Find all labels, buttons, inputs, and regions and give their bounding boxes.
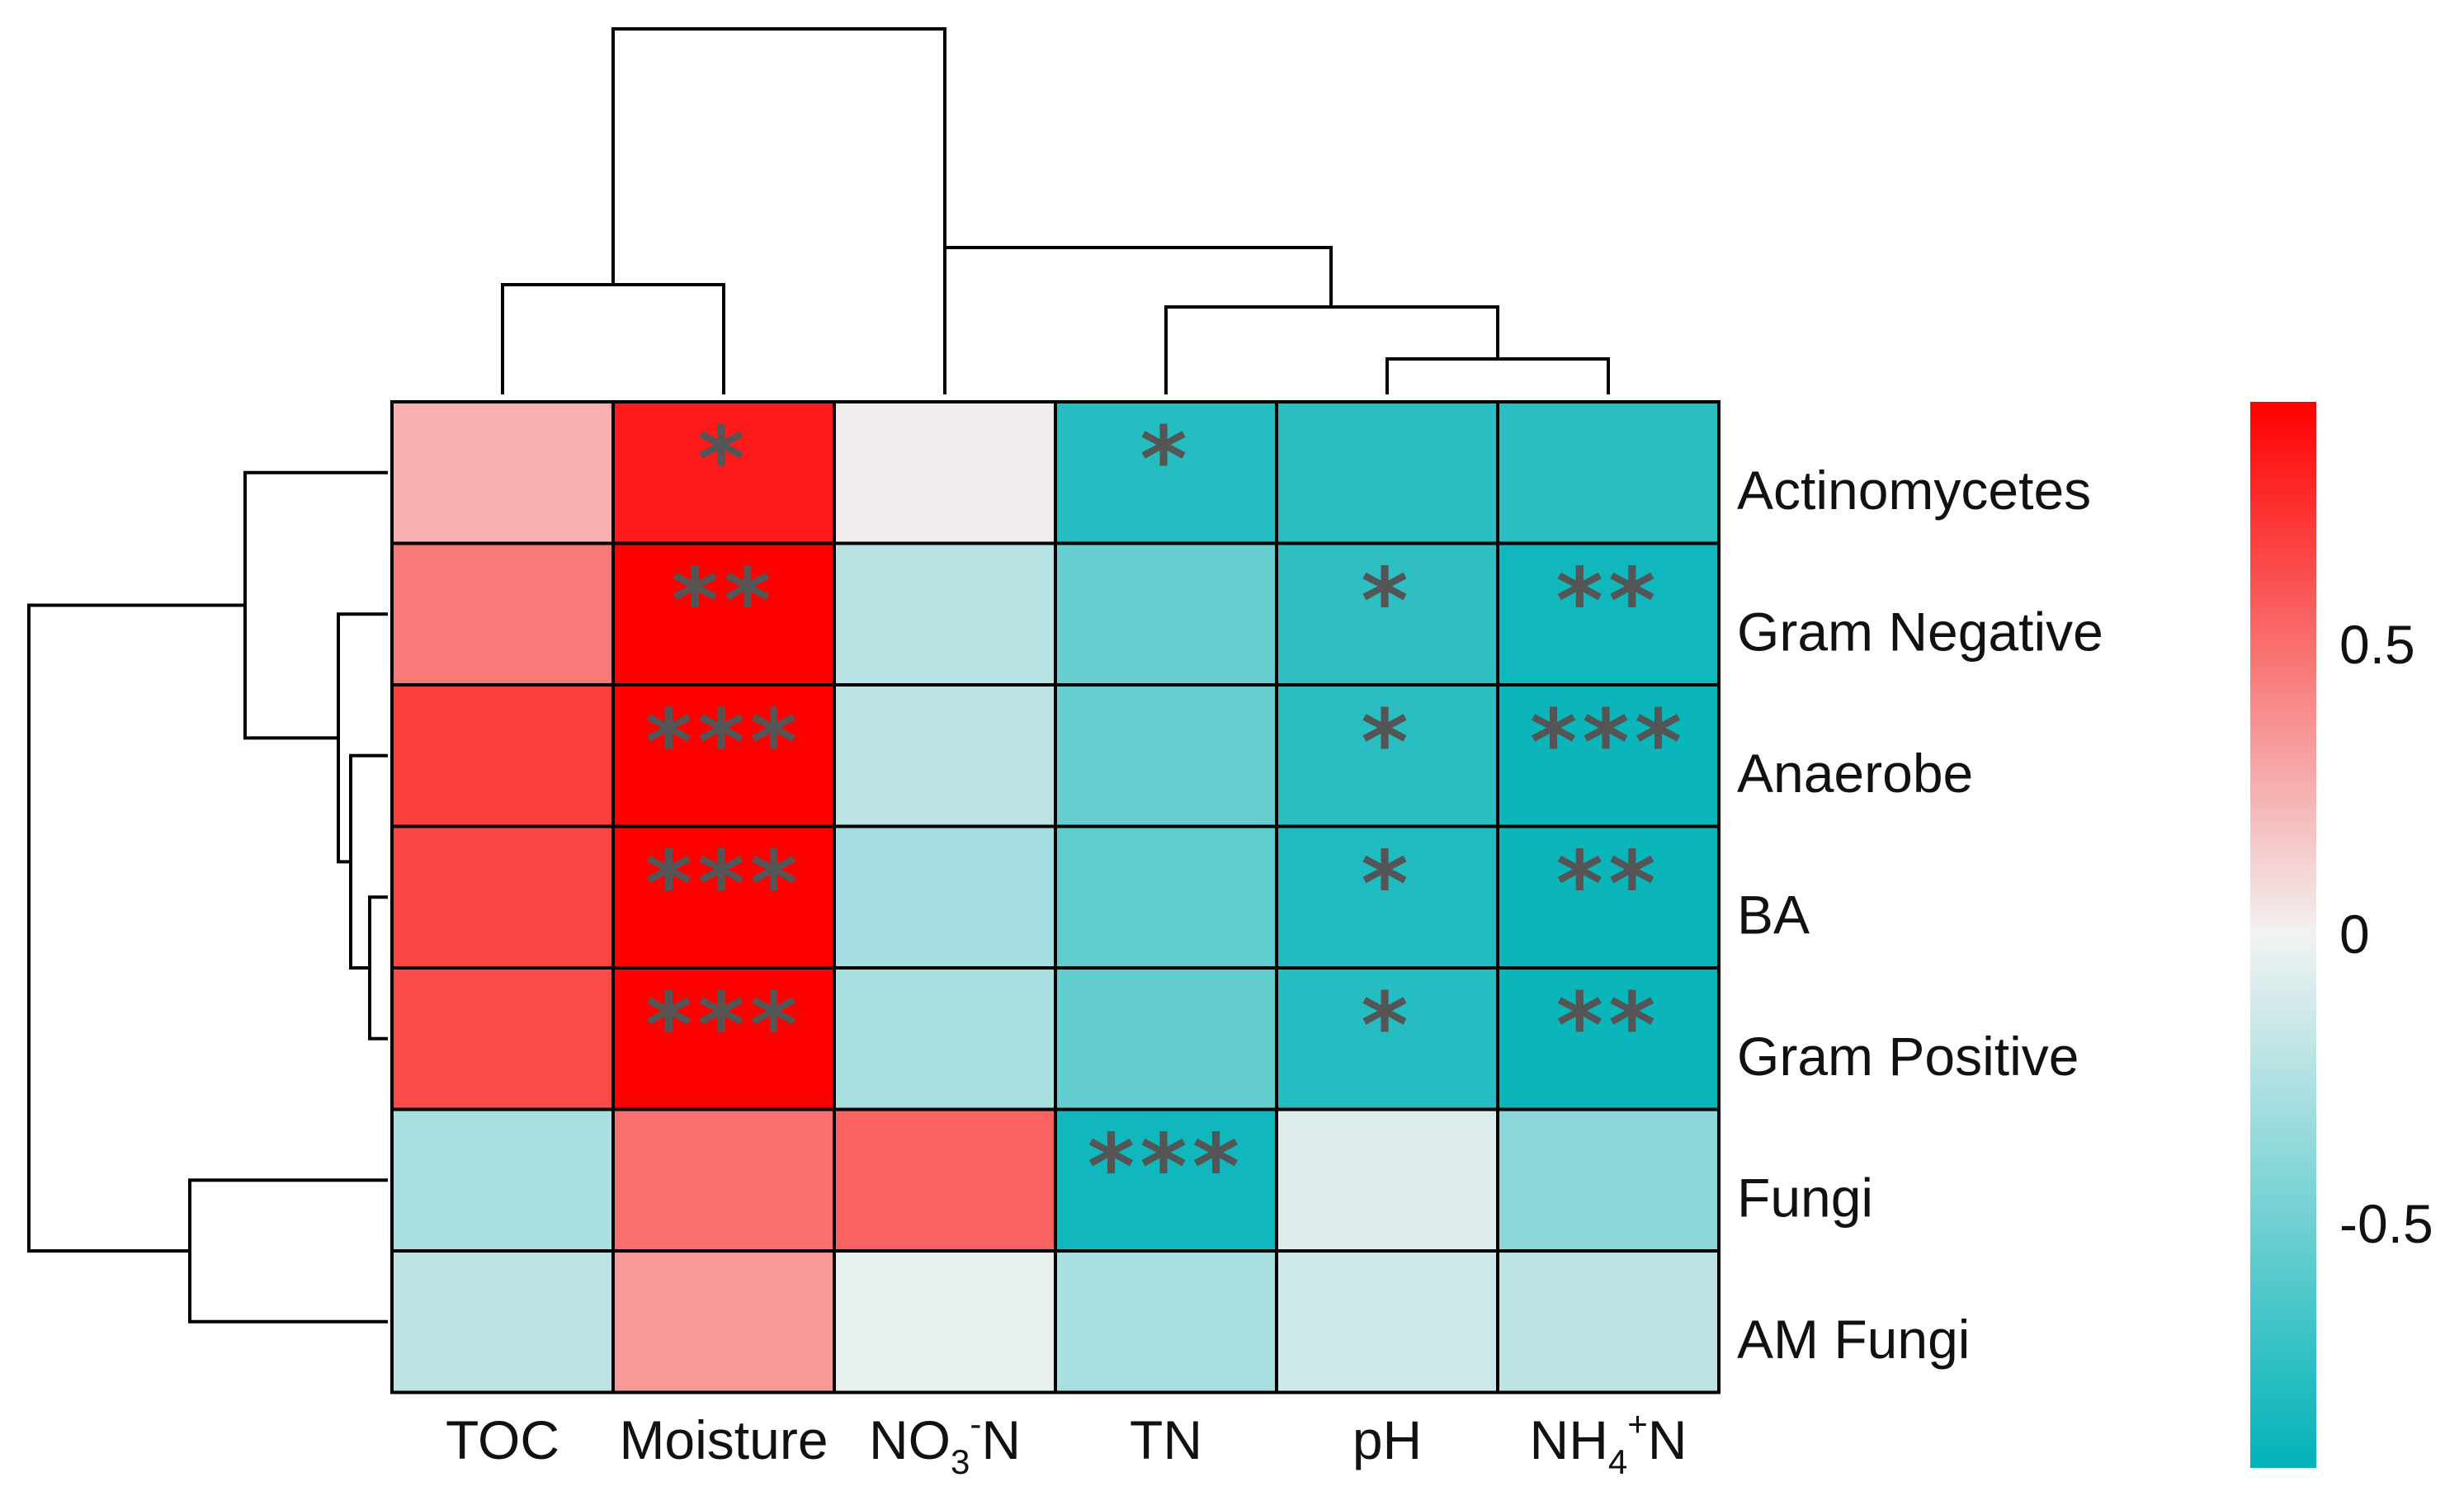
heatmap-cell	[390, 400, 615, 545]
column-label: NH4+N	[1530, 1404, 1688, 1481]
heatmap-cell	[390, 1249, 615, 1394]
heatmap-cell	[1275, 1249, 1499, 1394]
column-label: TOC	[446, 1409, 559, 1470]
heatmap-cell	[1275, 824, 1499, 970]
col-dendro-branch	[1385, 357, 1610, 394]
row-label: Gram Positive	[1737, 1026, 2079, 1087]
heatmap-cell	[1496, 400, 1721, 545]
heatmap-cell	[611, 1249, 836, 1394]
column-label: pH	[1352, 1409, 1422, 1470]
heatmap-cell	[390, 1107, 615, 1253]
row-label: Fungi	[1737, 1167, 1873, 1228]
significance-marker: ***	[645, 973, 803, 1078]
row-label: AM Fungi	[1737, 1309, 1970, 1370]
col-dendro-branch	[611, 27, 946, 285]
heatmap-cell	[1054, 400, 1278, 545]
colorbar-gradient	[2250, 402, 2316, 1468]
heatmap-cell	[1054, 1249, 1278, 1394]
row-dendro-branch	[337, 612, 388, 864]
heatmap-cell	[1054, 966, 1278, 1111]
colorbar-tick-label: 0.5	[2339, 614, 2415, 675]
heatmap-cell	[833, 541, 1057, 687]
heatmap-cell	[1054, 824, 1278, 970]
heatmap-cell	[611, 824, 836, 970]
significance-markers: * *** * ***** * ****** * ***** * *****	[645, 407, 1688, 1220]
row-label: BA	[1737, 884, 1810, 945]
significance-marker: **	[671, 549, 776, 654]
significance-marker: ***	[1530, 690, 1688, 795]
colorbar-tick-label: -0.5	[2339, 1193, 2433, 1254]
heatmap-cell	[611, 683, 836, 828]
heatmap-cell	[390, 824, 615, 970]
col-dendro-branch	[1164, 305, 1499, 394]
heatmap-cell	[390, 683, 615, 828]
heatmap-cell	[1275, 1107, 1499, 1253]
row-labels: Actinomycetes Gram Negative Anaerobe BA Gram…	[1737, 460, 2103, 1370]
column-label: TN	[1130, 1409, 1202, 1470]
significance-marker: *	[1361, 973, 1414, 1078]
heatmap-cell	[833, 400, 1057, 545]
heatmap-cell	[611, 1107, 836, 1253]
row-dendro-branch	[368, 895, 388, 1040]
heatmap-cell	[1496, 1249, 1721, 1394]
heatmap-cell	[1496, 1107, 1721, 1253]
heatmap-cell	[833, 1249, 1057, 1394]
row-dendrogram	[27, 470, 388, 1324]
significance-marker: **	[1555, 549, 1660, 654]
heatmap-cell	[833, 966, 1057, 1111]
col-dendro-branch	[943, 246, 1333, 394]
significance-marker: ***	[1088, 1115, 1245, 1220]
heatmap-cell	[1054, 541, 1278, 687]
colorbar-ticks: 0.5 0 -0.5	[2339, 614, 2433, 1254]
significance-marker: *	[1140, 407, 1192, 512]
heatmap-cell	[390, 966, 615, 1111]
row-dendro-branch	[243, 470, 388, 740]
significance-marker: *	[1361, 549, 1414, 654]
column-label: NO3-N	[869, 1404, 1021, 1481]
column-dendrogram	[501, 27, 1610, 394]
heatmap-cell	[1275, 966, 1499, 1111]
significance-marker: **	[1555, 973, 1660, 1078]
row-label: Gram Negative	[1737, 601, 2103, 662]
significance-marker: ***	[645, 832, 803, 937]
heatmap-cell	[833, 824, 1057, 970]
significance-marker: **	[1555, 832, 1660, 937]
significance-marker: *	[697, 407, 750, 512]
row-dendro-branch	[188, 1178, 388, 1324]
colorbar: 0.5 0 -0.5	[2250, 402, 2433, 1468]
heatmap-cell	[1054, 683, 1278, 828]
heatmap-cell	[1275, 400, 1499, 545]
heatmap-cell	[1496, 966, 1721, 1111]
row-dendro-branch	[27, 603, 245, 1253]
heatmap-cell	[833, 1107, 1057, 1253]
heatmap-cell	[1496, 824, 1721, 970]
heatmap-cells	[390, 400, 1721, 1394]
colorbar-tick-label: 0	[2339, 904, 2370, 965]
significance-marker: ***	[645, 690, 803, 795]
heatmap-cell	[1496, 541, 1721, 687]
significance-marker: *	[1361, 690, 1414, 795]
col-dendro-branch	[501, 283, 725, 394]
column-label: Moisture	[619, 1409, 828, 1470]
heatmap-cell	[1054, 1107, 1278, 1253]
column-labels: TOC Moisture NO3-N TN pH NH4+N	[446, 1404, 1688, 1481]
heatmap-cell	[1496, 683, 1721, 828]
significance-marker: *	[1361, 832, 1414, 937]
row-label: Anaerobe	[1737, 743, 1973, 804]
heatmap-cell	[833, 683, 1057, 828]
row-label: Actinomycetes	[1737, 460, 2091, 521]
heatmap-cell	[390, 541, 615, 687]
